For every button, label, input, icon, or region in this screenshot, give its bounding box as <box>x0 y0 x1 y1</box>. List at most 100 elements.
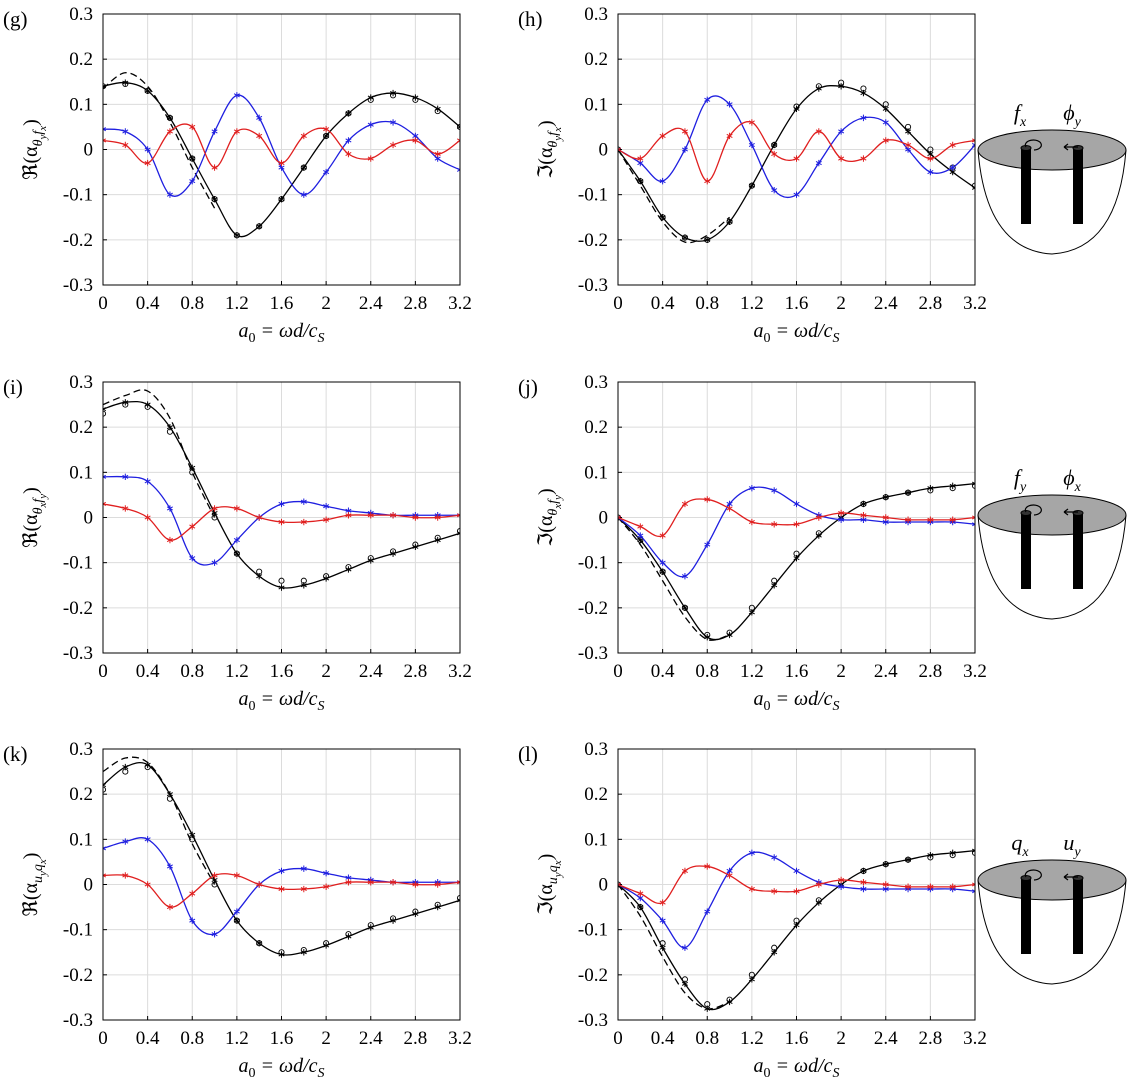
schematic-label-part: f <box>1014 465 1023 490</box>
marker-circle <box>815 83 822 90</box>
marker-circle <box>927 854 934 861</box>
marker-circle <box>927 146 934 153</box>
marker-circle <box>256 940 263 947</box>
y-label-part: f <box>31 497 46 503</box>
marker-star <box>659 917 666 924</box>
panel-label: (j) <box>518 375 538 399</box>
marker-circle <box>771 944 778 951</box>
arrow <box>1063 508 1078 516</box>
marker-circle <box>345 564 352 571</box>
schematic-label: fx <box>1014 100 1027 130</box>
marker-star <box>860 500 867 508</box>
y-label-part: y <box>552 872 564 878</box>
series-line <box>103 756 216 885</box>
x-tick-label: 0.4 <box>651 661 675 682</box>
marker-star <box>659 559 666 566</box>
y-tick-label: -0.1 <box>63 920 93 941</box>
x-tick-label: 0.8 <box>695 1028 719 1049</box>
marker-circle <box>971 482 975 489</box>
y-tick-label: -0.3 <box>63 643 93 664</box>
y-label-group: ℜ(αuyqx) <box>20 853 49 917</box>
y-label-part: q <box>546 865 561 872</box>
marker-star <box>233 550 240 557</box>
marker-star <box>300 518 307 526</box>
marker-circle <box>122 768 129 775</box>
marker-star <box>971 137 975 144</box>
marker-star <box>412 514 419 521</box>
y-label-part: f <box>546 498 561 504</box>
schematic-label-part: u <box>1063 830 1074 855</box>
marker-star <box>949 141 956 149</box>
marker-circle <box>345 110 352 117</box>
marker-star <box>838 516 845 523</box>
x-tick-label: 3.2 <box>448 1028 472 1049</box>
x-tick-label: 0 <box>613 1028 623 1049</box>
y-label-group: ℑ(αuyqx) <box>535 854 564 916</box>
marker-star <box>793 867 800 875</box>
marker-star <box>815 881 822 888</box>
y-tick-label: 0 <box>599 140 609 161</box>
y-label-part: x <box>552 860 564 866</box>
marker-star <box>838 155 845 162</box>
marker-star <box>882 137 889 144</box>
x-tick-label: 1.2 <box>225 661 249 682</box>
marker-star <box>166 536 173 544</box>
marker-star <box>256 514 263 521</box>
y-label-part: θ <box>546 141 561 148</box>
axes-box <box>102 748 461 1021</box>
series-line <box>618 884 730 1010</box>
marker-star <box>211 195 218 203</box>
y-tick-label: -0.1 <box>578 553 608 574</box>
x-tick-label: 2.4 <box>359 661 383 682</box>
y-tick-label: -0.2 <box>578 598 608 619</box>
marker-star <box>748 119 755 126</box>
marker-star <box>815 128 822 135</box>
y-label: ℑ(αθyfx) <box>535 120 564 178</box>
x-tick-label: 0 <box>613 661 623 682</box>
marker-circle <box>726 629 733 636</box>
y-label-part: f <box>546 130 561 136</box>
y-label-part: y <box>37 135 49 141</box>
x-tick-label: 3.2 <box>963 293 987 314</box>
x-tick-label: 2.8 <box>919 1028 943 1049</box>
y-label-part: x <box>552 504 564 510</box>
marker-star <box>838 509 845 517</box>
y-tick-label: 0.1 <box>69 829 93 850</box>
panel-label: (g) <box>3 7 28 31</box>
marker-star <box>681 128 688 135</box>
y-label-part: u <box>31 876 46 883</box>
marker-star <box>456 123 460 131</box>
marker-star <box>211 872 218 879</box>
marker-circle <box>905 123 912 130</box>
marker-star <box>367 879 374 886</box>
pile <box>1021 513 1031 589</box>
marker-star <box>233 232 240 239</box>
marker-circle <box>412 541 419 548</box>
marker-star <box>726 218 733 225</box>
pile <box>1073 513 1083 589</box>
marker-star <box>838 876 845 884</box>
y-tick-label: 0 <box>599 875 609 896</box>
marker-star <box>456 897 460 904</box>
y-tick-label: 0.3 <box>584 372 608 393</box>
x-tick-label: 2.4 <box>359 1028 383 1049</box>
marker-star <box>793 191 800 198</box>
marker-star <box>122 838 129 845</box>
y-tick-label: 0 <box>84 875 94 896</box>
marker-star <box>971 141 975 149</box>
x-tick-label: 2.8 <box>404 1028 428 1049</box>
x-tick-label: 0.4 <box>651 1028 675 1049</box>
x-label: a0 = ωd/cS <box>753 688 839 714</box>
marker-star <box>233 536 240 544</box>
marker-star <box>618 146 622 153</box>
x-tick-label: 1.6 <box>270 293 294 314</box>
y-label-part: x <box>37 126 49 132</box>
marker-star <box>860 512 867 519</box>
y-label-part: x <box>37 859 49 865</box>
marker-star <box>659 532 666 539</box>
marker-star <box>704 96 711 104</box>
y-tick-label: 0.3 <box>584 4 608 25</box>
y-tick-label: -0.2 <box>63 598 93 619</box>
marker-circle <box>949 852 956 859</box>
x-label-part: a <box>753 1055 763 1077</box>
